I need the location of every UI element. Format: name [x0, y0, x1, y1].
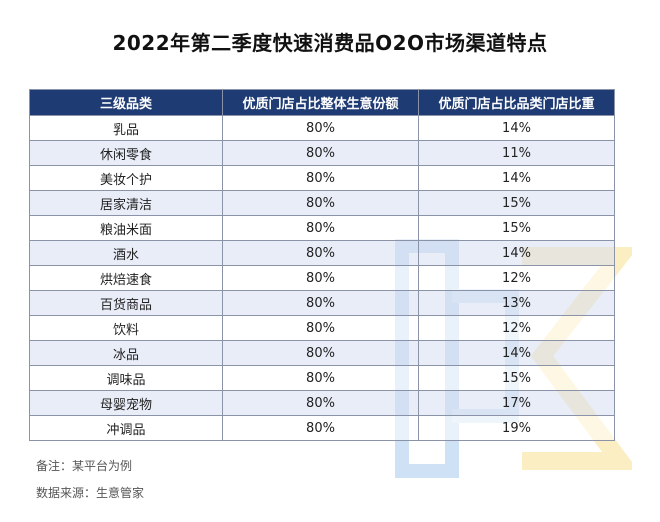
table-body: 乳品 80% 14% 休闲零食 80% 11% 美妆个护 80% 14% 居家清洁 80% 15% 粮油… [29, 115, 615, 441]
cell-category: 粮油米面 [29, 215, 223, 241]
cell-category: 调味品 [29, 365, 223, 391]
cell-business-share: 80% [222, 140, 419, 166]
cell-category: 冰品 [29, 340, 223, 366]
cell-category: 美妆个护 [29, 165, 223, 191]
table-row: 粮油米面 80% 15% [29, 215, 615, 241]
table-row: 乳品 80% 14% [29, 115, 615, 141]
cell-store-share: 14% [418, 115, 615, 141]
table-header-row: 三级品类 优质门店占比整体生意份额 优质门店占比品类门店比重 [29, 89, 615, 116]
cell-category: 居家清洁 [29, 190, 223, 216]
cell-category: 乳品 [29, 115, 223, 141]
cell-business-share: 80% [222, 215, 419, 241]
cell-business-share: 80% [222, 415, 419, 441]
remark-note: 备注：某平台为例 [36, 459, 133, 473]
cell-store-share: 13% [418, 290, 615, 316]
cell-category: 冲调品 [29, 415, 223, 441]
cell-business-share: 80% [222, 390, 419, 416]
cell-business-share: 80% [222, 190, 419, 216]
cell-category: 母婴宠物 [29, 390, 223, 416]
table-row: 酒水 80% 14% [29, 240, 615, 266]
table-row: 冰品 80% 14% [29, 340, 615, 366]
data-table: 三级品类 优质门店占比整体生意份额 优质门店占比品类门店比重 乳品 80% 14% 休… [29, 89, 615, 441]
cell-store-share: 15% [418, 215, 615, 241]
cell-store-share: 12% [418, 265, 615, 291]
cell-business-share: 80% [222, 290, 419, 316]
cell-store-share: 15% [418, 365, 615, 391]
source-note: 数据来源：生意管家 [36, 486, 145, 500]
header-store-share: 优质门店占比品类门店比重 [418, 89, 615, 116]
cell-category: 烘焙速食 [29, 265, 223, 291]
cell-store-share: 19% [418, 415, 615, 441]
cell-store-share: 14% [418, 340, 615, 366]
cell-business-share: 80% [222, 365, 419, 391]
table-row: 母婴宠物 80% 17% [29, 390, 615, 416]
table-row: 居家清洁 80% 15% [29, 190, 615, 216]
cell-category: 饮料 [29, 315, 223, 341]
table-row: 冲调品 80% 19% [29, 415, 615, 441]
header-business-share: 优质门店占比整体生意份额 [222, 89, 419, 116]
table-row: 休闲零食 80% 11% [29, 140, 615, 166]
cell-category: 酒水 [29, 240, 223, 266]
cell-store-share: 11% [418, 140, 615, 166]
table-row: 饮料 80% 12% [29, 315, 615, 341]
cell-store-share: 12% [418, 315, 615, 341]
cell-business-share: 80% [222, 340, 419, 366]
table-row: 百货商品 80% 13% [29, 290, 615, 316]
cell-business-share: 80% [222, 265, 419, 291]
cell-category: 百货商品 [29, 290, 223, 316]
cell-store-share: 17% [418, 390, 615, 416]
cell-business-share: 80% [222, 165, 419, 191]
header-category: 三级品类 [29, 89, 223, 116]
cell-business-share: 80% [222, 315, 419, 341]
cell-store-share: 14% [418, 240, 615, 266]
table-row: 烘焙速食 80% 12% [29, 265, 615, 291]
cell-store-share: 15% [418, 190, 615, 216]
page-title: 2022年第二季度快速消费品O2O市场渠道特点 [112, 31, 548, 55]
cell-category: 休闲零食 [29, 140, 223, 166]
table-row: 美妆个护 80% 14% [29, 165, 615, 191]
cell-store-share: 14% [418, 165, 615, 191]
cell-business-share: 80% [222, 115, 419, 141]
table-row: 调味品 80% 15% [29, 365, 615, 391]
cell-business-share: 80% [222, 240, 419, 266]
